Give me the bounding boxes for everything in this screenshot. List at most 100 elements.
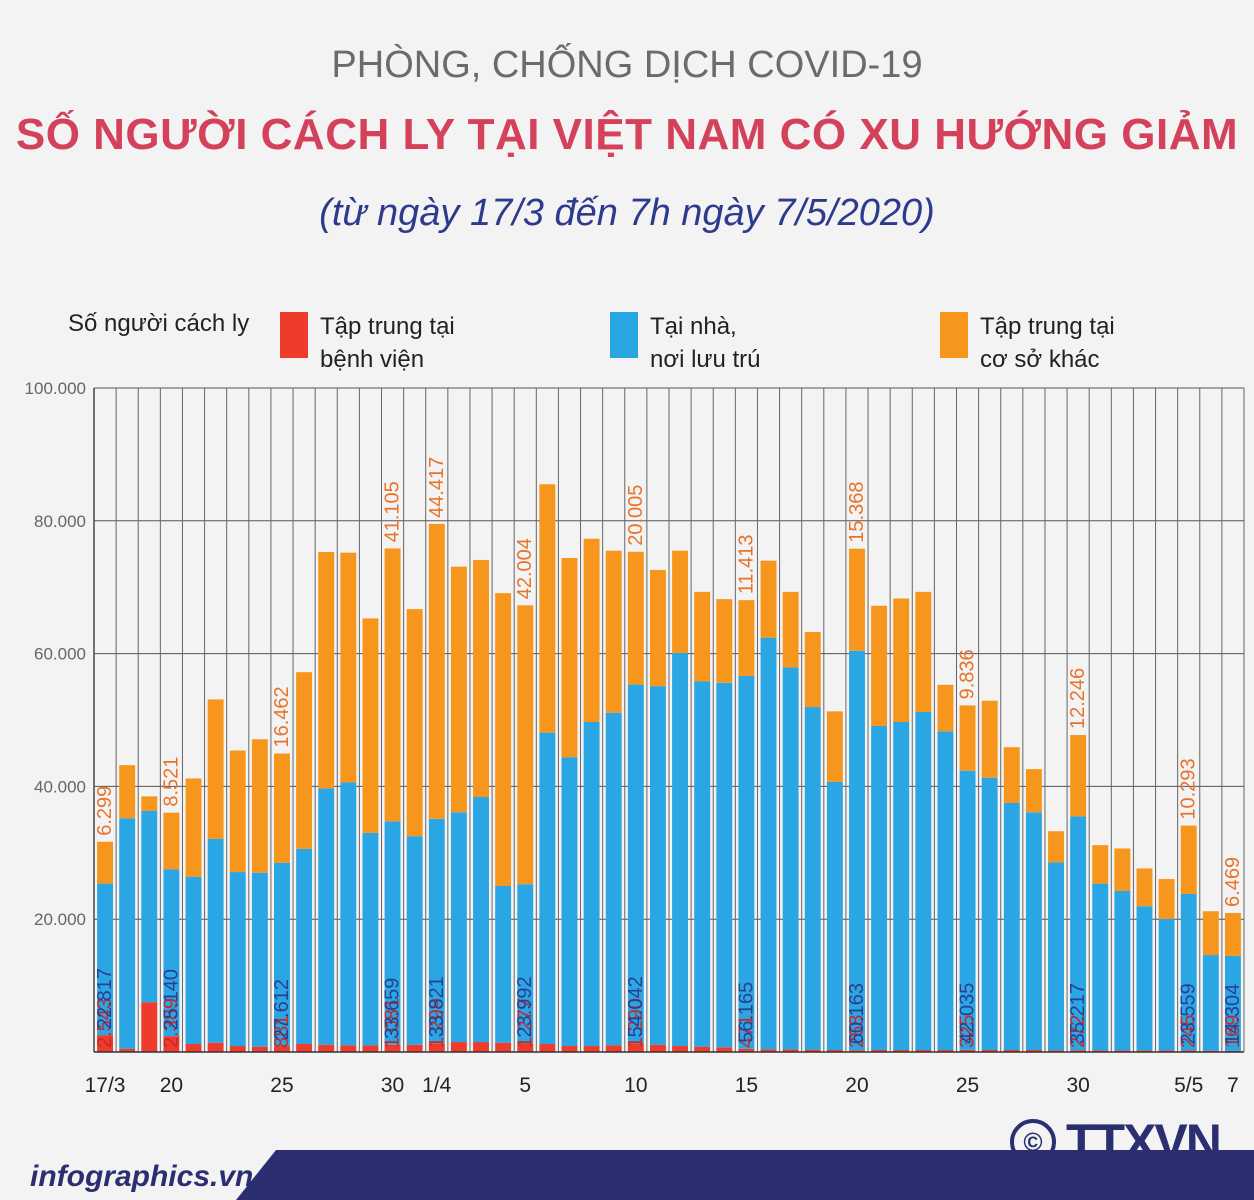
bar-hospital — [141, 1002, 158, 1052]
legend-label-home-line2: nơi lưu trú — [650, 346, 761, 373]
label-home: 54.042 — [625, 976, 647, 1037]
label-hospital: 268 — [846, 1015, 868, 1048]
bar-home — [694, 681, 711, 1047]
bar-other — [362, 618, 379, 833]
bar-hospital — [649, 1044, 666, 1052]
label-hospital: 1.299 — [426, 998, 448, 1048]
legend-label-hospital-line1: Tập trung tại — [320, 313, 455, 340]
bar-other — [1003, 747, 1020, 803]
bar-home — [1114, 890, 1131, 1051]
bar-home — [318, 788, 335, 1045]
x-tick-label: 7 — [1227, 1074, 1239, 1097]
bar-other — [849, 548, 865, 651]
bar-other — [981, 700, 998, 778]
x-tick-label: 20 — [160, 1074, 183, 1097]
bar-other — [207, 699, 224, 839]
bar-home — [561, 757, 578, 1047]
bar-other — [937, 684, 954, 732]
bar-hospital — [605, 1045, 622, 1052]
bar-hospital — [318, 1044, 335, 1052]
label-home: 33.659 — [382, 978, 404, 1039]
bar-hospital — [804, 1049, 821, 1052]
bar-hospital — [362, 1045, 379, 1052]
bar-home — [915, 712, 932, 1051]
footer-left-panel — [0, 1150, 236, 1200]
bar-other — [915, 591, 932, 713]
bar-hospital — [561, 1046, 578, 1052]
bar-other — [251, 739, 268, 873]
bar-home — [738, 675, 755, 1049]
bar-home — [406, 836, 423, 1045]
bar-hospital — [495, 1042, 512, 1052]
x-tick-label: 30 — [1066, 1074, 1089, 1097]
bar-other — [716, 599, 733, 683]
label-hospital: 169 — [1222, 1015, 1244, 1048]
bar-other — [649, 569, 666, 687]
legend-label-home: Tại nhà, nơi lưu trú — [650, 310, 830, 376]
label-other: 6.299 — [94, 786, 116, 836]
bar-hospital — [296, 1044, 313, 1052]
x-tick-label: 25 — [956, 1074, 979, 1097]
bar-hospital — [119, 1048, 136, 1052]
bar-home — [274, 862, 290, 1047]
bar-hospital — [384, 1044, 401, 1052]
label-home: 27.612 — [271, 979, 293, 1040]
bar-hospital — [539, 1044, 556, 1052]
bar-hospital — [207, 1042, 224, 1052]
bar-other — [97, 841, 114, 884]
bar-home — [1224, 955, 1241, 1051]
bar-other — [605, 550, 622, 713]
bar-home — [251, 872, 268, 1047]
bar-home — [1070, 816, 1087, 1051]
label-other: 15.368 — [846, 482, 868, 543]
label-other: 9.836 — [957, 649, 979, 699]
bar-hospital — [340, 1045, 357, 1052]
bar-other — [1048, 831, 1064, 863]
y-tick-label: 100.000 — [25, 379, 86, 398]
bar-hospital — [937, 1050, 954, 1052]
legend-label-other: Tập trung tại cơ sở khác — [980, 310, 1160, 376]
bar-other — [871, 605, 888, 726]
bar-hospital — [1070, 1050, 1087, 1052]
y-tick-label: 20.000 — [34, 910, 86, 929]
bar-other — [318, 552, 335, 789]
legend-label-other-line1: Tập trung tại — [980, 313, 1115, 340]
bar-home — [517, 884, 534, 1044]
bar-other — [296, 672, 313, 849]
bar-home — [1003, 803, 1020, 1051]
bar-hospital — [406, 1044, 423, 1052]
label-home: 60.163 — [846, 983, 868, 1044]
y-tick-label: 40.000 — [34, 777, 86, 796]
bar-other — [893, 598, 910, 722]
bar-home — [871, 725, 888, 1051]
bar-other — [1092, 845, 1109, 884]
label-home: 23.992 — [514, 976, 536, 1037]
bar-home — [959, 770, 976, 1050]
bar-other — [185, 778, 202, 877]
bar-home — [119, 818, 136, 1049]
label-home: 56.165 — [735, 982, 757, 1043]
x-tick-label: 10 — [624, 1074, 647, 1097]
bar-home — [804, 707, 821, 1050]
bar-hospital — [1180, 1050, 1197, 1052]
bar-home — [428, 818, 445, 1044]
bar-hospital — [672, 1046, 689, 1052]
bar-hospital — [583, 1046, 600, 1052]
site-link[interactable]: infographics.vn — [30, 1160, 254, 1193]
bar-home — [782, 667, 799, 1050]
label-hospital: 881 — [271, 1015, 293, 1048]
x-tick-label: 5 — [519, 1074, 531, 1097]
bar-hospital — [1003, 1050, 1020, 1052]
bar-home — [937, 731, 954, 1051]
bar-hospital — [1114, 1050, 1131, 1052]
legend-item-hospital: Tập trung tại bệnh viện — [280, 310, 500, 376]
ttxvn-logo: © TTXVN — [1010, 1117, 1222, 1167]
bar-hospital — [981, 1050, 998, 1052]
bar-other — [406, 609, 423, 837]
bar-home — [1158, 918, 1175, 1051]
bar-other — [450, 566, 467, 813]
bar-home — [207, 838, 224, 1043]
label-hospital: 471 — [735, 1015, 757, 1048]
bar-other — [627, 551, 644, 685]
bar-hospital — [450, 1042, 467, 1052]
